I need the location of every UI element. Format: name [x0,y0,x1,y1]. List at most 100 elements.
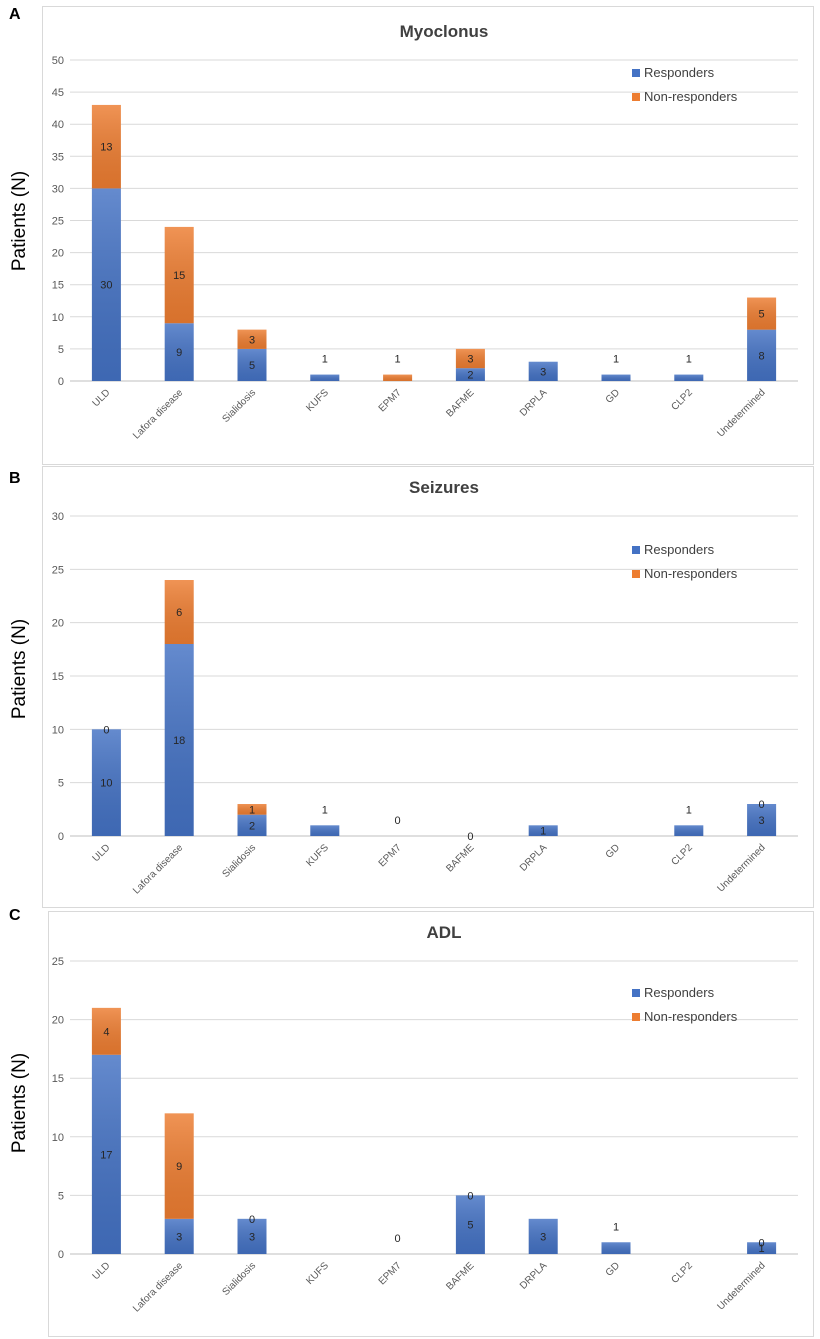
y-tick-label: 20 [52,618,64,630]
bar-shade [237,329,267,349]
data-label: 5 [759,309,765,321]
bar-shade [601,1242,631,1254]
bar-shade [747,804,777,836]
x-tick-label: CLP2 [669,387,695,413]
data-label: 18 [173,735,185,747]
x-tick-label: BAFME [444,1260,476,1292]
x-tick-label: Undetermined [716,842,768,894]
legend-swatch-non-responders [632,570,640,578]
bar-shade [164,580,194,644]
bar-shade [310,374,340,381]
data-label: 1 [322,804,328,816]
data-label: 1 [322,354,328,366]
data-label: 1 [613,354,619,366]
legend-label-responders: Responders [644,542,715,557]
y-tick-label: 25 [52,564,64,576]
y-tick-label: 25 [52,956,64,968]
bar-shade [383,374,413,381]
y-tick-label: 5 [58,344,64,356]
legend-swatch-responders [632,546,640,554]
x-tick-label: DRPLA [518,387,550,419]
data-label: 10 [100,778,112,790]
bar-shade [237,814,267,836]
data-label: 3 [759,815,765,827]
bar-shade [91,729,121,836]
data-label: 0 [759,1237,765,1249]
bar-shade [164,644,194,836]
x-tick-label: CLP2 [669,1260,695,1286]
y-tick-label: 15 [52,671,64,683]
x-tick-label: GD [604,1260,622,1278]
bar-shade [237,348,267,381]
x-tick-label: ULD [91,387,113,409]
panel-letter-b: B [9,470,21,487]
legend-swatch-responders [632,989,640,997]
chart-title: Myoclonus [400,22,489,41]
legend-label-non-responders: Non-responders [644,1009,738,1024]
bar-shade [164,323,194,381]
x-tick-label: Undetermined [716,387,768,439]
x-tick-label: ULD [91,1260,113,1282]
bar-shade [528,361,558,381]
bar-shade [91,1054,121,1254]
x-tick-label: ULD [91,842,113,864]
data-label: 1 [540,826,546,838]
y-tick-label: 25 [52,216,64,228]
bar-shade [237,804,267,815]
bar-shade [164,1218,194,1254]
y-tick-label: 15 [52,280,64,292]
x-tick-label: DRPLA [518,1260,550,1292]
x-tick-label: BAFME [444,387,476,419]
x-tick-label: Lafora disease [131,1260,185,1314]
x-tick-label: Sialidosis [220,842,258,880]
legend-label-non-responders: Non-responders [644,89,738,104]
x-tick-label: Lafora disease [131,842,185,896]
y-tick-label: 5 [58,1190,64,1202]
y-tick-label: 5 [58,778,64,790]
y-tick-label: 0 [58,1249,64,1261]
data-label: 13 [100,142,112,154]
bar-shade [91,188,121,381]
data-label: 1 [613,1221,619,1233]
bar-shade [674,825,704,836]
bar-shade [674,374,704,381]
data-label: 15 [173,270,185,282]
y-tick-label: 0 [58,376,64,388]
bar-shade [455,348,485,369]
data-label: 3 [176,1231,182,1243]
bar-shade [91,104,121,189]
x-tick-label: BAFME [444,842,476,874]
data-label: 1 [759,1243,765,1255]
legend-swatch-non-responders [632,1013,640,1021]
data-label: 0 [759,799,765,811]
bar-shade [455,1195,485,1254]
data-label: 1 [395,354,401,366]
data-label: 4 [103,1026,109,1038]
data-label: 1 [249,804,255,816]
y-tick-label: 10 [52,312,64,324]
bar-shade [164,1113,194,1219]
bar-shade [310,825,340,836]
data-label: 5 [249,360,255,372]
bar-shade [747,329,777,381]
legend-label-non-responders: Non-responders [644,566,738,581]
y-tick-label: 30 [52,183,64,195]
bar-shade [455,368,485,381]
bar-shade [237,1218,267,1254]
x-tick-label: DRPLA [518,842,550,874]
bar-shade [91,1007,121,1055]
data-label: 2 [467,370,473,382]
bar-shade [747,1242,777,1254]
data-label: 3 [249,334,255,346]
data-label: 0 [395,815,401,827]
x-tick-label: EPM7 [377,1260,404,1287]
x-tick-label: Sialidosis [220,387,258,425]
data-label: 5 [467,1220,473,1232]
chart-title: ADL [427,923,462,942]
y-tick-label: 50 [52,55,64,67]
data-label: 0 [467,831,473,843]
x-tick-label: EPM7 [377,387,404,414]
data-label: 1 [686,354,692,366]
